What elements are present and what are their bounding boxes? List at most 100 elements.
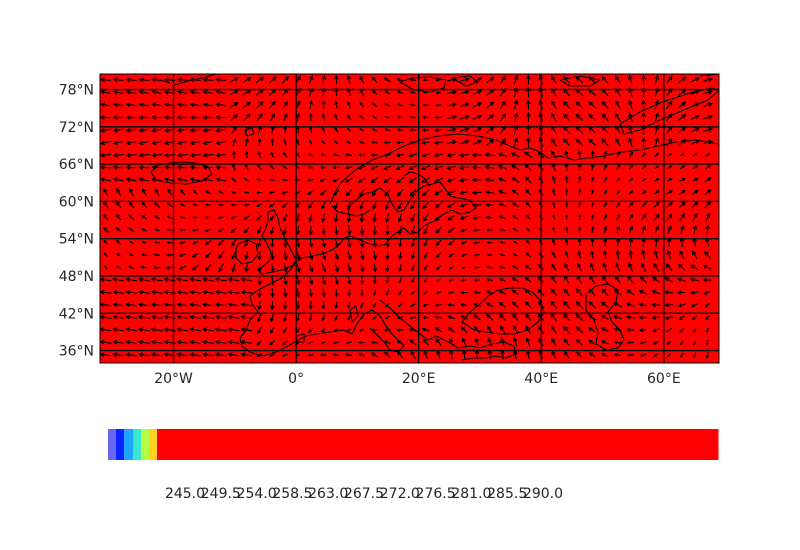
- wind-arrow: [679, 327, 685, 333]
- wind-arrow: [319, 165, 327, 170]
- wind-arrow: [270, 138, 275, 146]
- wind-arrow: [138, 140, 150, 146]
- wind-arrow: [151, 152, 163, 158]
- wind-arrow: [421, 315, 430, 320]
- wind-arrow: [189, 277, 202, 283]
- wind-arrow: [308, 301, 313, 310]
- temperature-field: [100, 74, 719, 363]
- wind-arrow: [346, 75, 351, 84]
- wind-arrow: [112, 302, 125, 308]
- wind-arrow: [308, 250, 314, 261]
- wind-arrow: [100, 165, 112, 170]
- wind-arrow: [616, 189, 621, 195]
- wind-arrow: [651, 315, 661, 320]
- wind-arrow: [447, 227, 455, 233]
- wind-arrow: [615, 262, 621, 272]
- wind-arrow: [372, 213, 377, 224]
- wind-arrow: [550, 300, 558, 309]
- wind-arrow: [702, 264, 712, 270]
- wind-arrow: [651, 289, 661, 295]
- wind-arrow: [639, 341, 647, 345]
- wind-arrow: [690, 302, 699, 308]
- wind-arrow: [112, 115, 124, 120]
- wind-arrow: [176, 152, 188, 158]
- wind-arrow: [269, 100, 276, 109]
- wind-arrow: [227, 327, 240, 333]
- colorbar-tick-label: 258.5: [272, 486, 312, 502]
- wind-arrow: [666, 178, 673, 182]
- wind-arrow: [189, 89, 201, 95]
- wind-arrow: [282, 213, 288, 222]
- wind-arrow: [651, 302, 661, 308]
- wind-arrow: [666, 213, 673, 222]
- wind-arrow: [420, 165, 431, 171]
- latitude-tick-label: 60°N: [59, 194, 94, 210]
- wind-arrow: [176, 314, 189, 320]
- wind-arrow: [679, 340, 684, 346]
- wind-arrow: [176, 352, 189, 358]
- wind-arrow: [705, 152, 711, 157]
- wind-arrow: [201, 327, 214, 333]
- wind-arrow: [202, 140, 214, 146]
- wind-arrow: [178, 265, 187, 270]
- wind-arrow: [176, 327, 189, 333]
- wind-arrow: [269, 226, 275, 235]
- wind-arrow: [100, 77, 112, 83]
- wind-arrow: [243, 113, 251, 121]
- wind-arrow: [526, 136, 531, 148]
- wind-arrow: [102, 226, 109, 233]
- coastline-balkans: [379, 299, 517, 361]
- wind-arrow: [680, 224, 685, 235]
- wind-arrow: [704, 302, 711, 308]
- wind-arrow: [128, 201, 135, 209]
- wind-arrow: [628, 225, 634, 234]
- wind-arrow: [472, 89, 483, 95]
- wind-arrow: [334, 263, 339, 273]
- wind-arrow: [677, 303, 686, 308]
- wind-arrow: [282, 165, 288, 170]
- wind-arrow: [447, 114, 458, 120]
- latitude-tick-label: 54°N: [59, 232, 94, 248]
- wind-arrow: [112, 102, 124, 108]
- wind-arrow: [150, 302, 163, 308]
- wind-arrow: [214, 327, 227, 333]
- wind-arrow: [678, 189, 686, 195]
- wind-arrow: [664, 303, 674, 308]
- coastline-europe-west: [239, 243, 353, 357]
- wind-arrow: [460, 228, 468, 233]
- wind-arrow: [591, 201, 594, 208]
- wind-arrow: [423, 238, 429, 247]
- wind-arrow: [347, 263, 352, 273]
- wind-arrow: [652, 328, 660, 333]
- wind-arrow: [202, 127, 214, 133]
- wind-arrow: [100, 102, 111, 108]
- wind-arrow: [217, 239, 225, 246]
- wind-arrow: [576, 288, 583, 297]
- wind-arrow: [446, 178, 457, 183]
- wind-arrow: [332, 165, 340, 170]
- wind-arrow: [384, 351, 391, 358]
- wind-arrow: [307, 353, 314, 357]
- wind-arrow: [138, 77, 150, 83]
- wind-arrow: [283, 112, 288, 122]
- wind-arrow: [321, 225, 327, 236]
- wind-arrow: [577, 225, 582, 233]
- wind-arrow: [150, 314, 163, 320]
- wind-arrow: [588, 352, 596, 358]
- colorbar-tick-label: 245.0: [165, 486, 205, 502]
- wind-arrow: [112, 177, 124, 183]
- wind-arrow: [244, 250, 249, 261]
- wind-arrow: [282, 300, 288, 311]
- wind-arrow: [409, 188, 417, 197]
- wind-arrow: [436, 265, 442, 271]
- wind-arrow: [458, 165, 469, 171]
- wind-arrow: [257, 238, 262, 248]
- wind-arrow: [526, 111, 531, 123]
- wind-arrow: [563, 288, 571, 297]
- wind-arrow: [191, 228, 199, 232]
- wind-arrow: [550, 313, 558, 322]
- longitude-tick-label: 20°E: [402, 371, 436, 387]
- wind-arrow: [398, 251, 403, 260]
- colorbar-tick-label: 263.0: [308, 486, 348, 502]
- wind-arrow: [703, 127, 713, 132]
